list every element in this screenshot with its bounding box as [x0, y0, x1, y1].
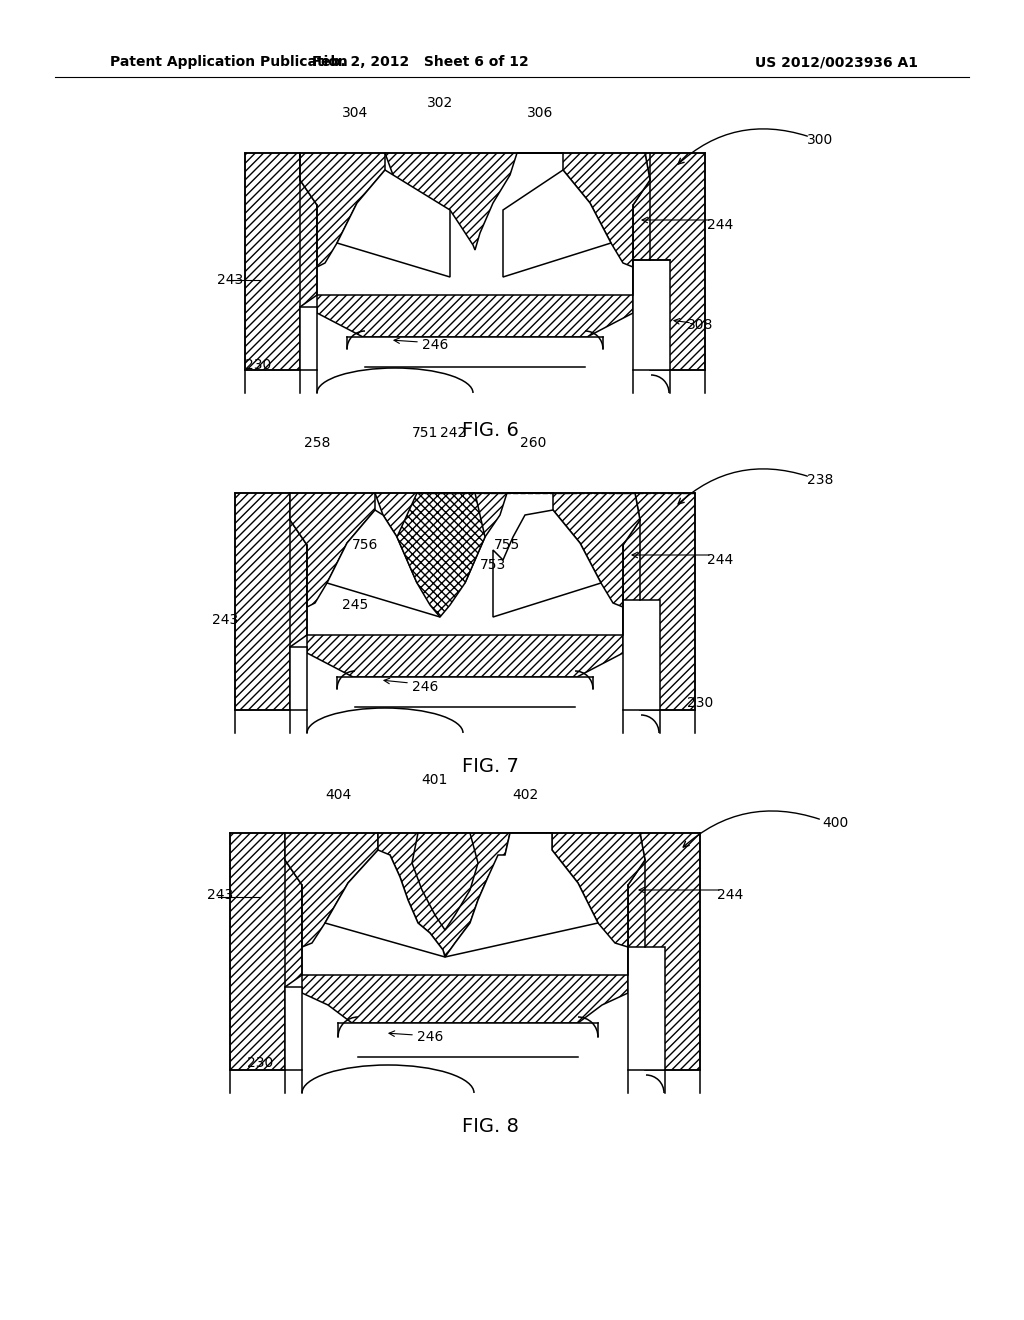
Text: 245: 245	[342, 598, 368, 612]
Polygon shape	[230, 833, 302, 1071]
Polygon shape	[307, 677, 623, 710]
Polygon shape	[397, 492, 485, 616]
Text: 404: 404	[325, 788, 351, 803]
Text: 243: 243	[217, 273, 243, 286]
Text: 260: 260	[520, 436, 546, 450]
Polygon shape	[517, 153, 650, 267]
Polygon shape	[290, 492, 375, 607]
Polygon shape	[300, 153, 385, 267]
Text: 230: 230	[687, 696, 713, 710]
Polygon shape	[510, 833, 645, 946]
Polygon shape	[325, 850, 445, 957]
Polygon shape	[628, 833, 700, 1071]
Polygon shape	[375, 492, 507, 583]
Text: 244: 244	[717, 888, 743, 902]
Text: 751: 751	[412, 426, 438, 440]
Text: 244: 244	[707, 218, 733, 232]
Polygon shape	[507, 492, 640, 607]
Polygon shape	[300, 308, 317, 370]
Polygon shape	[285, 833, 378, 946]
Polygon shape	[302, 975, 628, 1023]
Polygon shape	[633, 153, 705, 370]
Text: 308: 308	[687, 318, 713, 333]
Text: 304: 304	[342, 106, 368, 120]
Text: 246: 246	[412, 680, 438, 694]
Polygon shape	[503, 170, 611, 277]
Polygon shape	[628, 946, 665, 1071]
Polygon shape	[302, 1023, 628, 1071]
Text: 753: 753	[480, 558, 506, 572]
Polygon shape	[378, 833, 510, 957]
Text: FIG. 8: FIG. 8	[462, 1118, 518, 1137]
Text: 402: 402	[512, 788, 539, 803]
Text: 230: 230	[245, 358, 271, 372]
Polygon shape	[445, 833, 598, 957]
Polygon shape	[633, 260, 670, 370]
Text: FIG. 6: FIG. 6	[462, 421, 518, 440]
Text: 246: 246	[422, 338, 449, 352]
Text: Patent Application Publication: Patent Application Publication	[110, 55, 348, 69]
Text: 244: 244	[707, 553, 733, 568]
Text: 243: 243	[212, 612, 239, 627]
Polygon shape	[623, 492, 695, 710]
Polygon shape	[623, 601, 660, 710]
Polygon shape	[290, 647, 307, 710]
Text: 243: 243	[207, 888, 233, 902]
Polygon shape	[285, 987, 302, 1071]
Text: Feb. 2, 2012   Sheet 6 of 12: Feb. 2, 2012 Sheet 6 of 12	[311, 55, 528, 69]
Text: 401: 401	[422, 774, 449, 787]
Text: 755: 755	[494, 539, 520, 552]
Polygon shape	[234, 492, 307, 710]
Polygon shape	[385, 153, 517, 249]
Polygon shape	[337, 170, 450, 277]
Polygon shape	[327, 510, 440, 616]
Text: 302: 302	[427, 96, 454, 110]
Text: 400: 400	[822, 816, 848, 830]
Polygon shape	[307, 635, 623, 677]
Text: 300: 300	[807, 133, 834, 147]
Polygon shape	[317, 294, 633, 337]
Text: FIG. 7: FIG. 7	[462, 758, 518, 776]
Text: 238: 238	[807, 473, 834, 487]
Polygon shape	[317, 337, 633, 370]
Text: 242: 242	[440, 426, 466, 440]
Text: 230: 230	[247, 1056, 273, 1071]
Polygon shape	[245, 153, 317, 370]
Text: 246: 246	[417, 1030, 443, 1044]
Text: 258: 258	[304, 436, 330, 450]
Text: US 2012/0023936 A1: US 2012/0023936 A1	[755, 55, 918, 69]
Text: 756: 756	[352, 539, 378, 552]
Text: 306: 306	[526, 106, 553, 120]
Polygon shape	[412, 833, 478, 931]
Polygon shape	[493, 510, 601, 616]
